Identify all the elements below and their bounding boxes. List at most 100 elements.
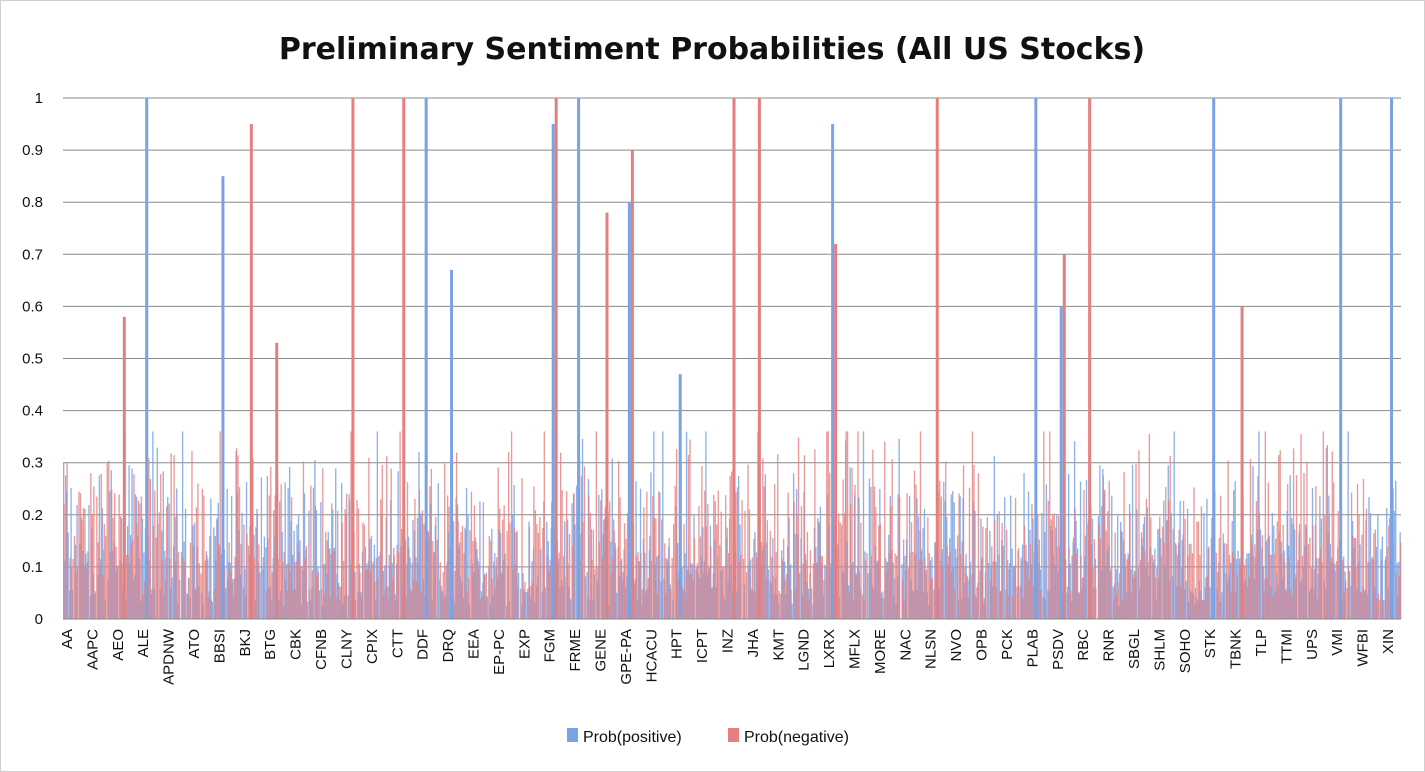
bar-negative [113,493,116,619]
bar-positive [987,562,990,619]
bar-negative [1127,557,1130,619]
bar-positive [892,562,894,619]
bar-negative [840,524,843,619]
bar-negative [380,499,382,619]
bar-negative [390,468,392,619]
bar-negative [687,455,690,619]
bar-negative [82,507,85,619]
bar-negative [742,559,745,619]
bar-negative [1190,543,1192,619]
bar-positive [1368,497,1370,619]
bar-negative [787,492,789,619]
bar-negative [622,571,624,619]
bar-negative [359,573,361,619]
x-tick-label: SHLM [1151,629,1168,671]
bar-negative [1144,551,1146,619]
bar-positive [263,536,266,619]
bar-negative [478,568,480,619]
bar-negative [604,507,606,619]
bar-negative-peak [351,98,355,619]
bar-negative [1243,565,1246,619]
bar-negative [1068,547,1070,619]
bar-negative [281,561,284,619]
bar-positive [437,483,439,619]
bar-positive-peak [577,98,581,619]
bar-negative [500,574,502,619]
bar-negative [152,525,154,619]
bar-negative [946,546,948,619]
bar-positive [870,486,872,619]
bar-negative [1066,586,1069,619]
bar-negative [1175,545,1177,619]
bar-negative [433,552,435,619]
bar-negative [447,495,449,619]
bar-positive [767,569,770,619]
bar-positive [656,556,658,619]
bar-negative [719,545,721,619]
bar-negative [283,552,285,619]
bar-negative [454,570,456,619]
bar-negative [784,579,786,619]
bar-negative [1090,544,1093,619]
bar-negative [151,589,153,619]
bar-negative [1120,530,1122,619]
bar-positive [98,475,101,619]
bar-negative [1202,599,1204,619]
bar-negative [1286,483,1289,619]
bar-negative [371,564,373,619]
bar-negative [116,565,119,619]
bar-negative [1309,537,1311,619]
bar-negative [1206,575,1209,619]
bar-negative [234,556,236,619]
bar-negative [1318,558,1320,619]
bar-positive-peak [221,176,225,619]
bar-negative [161,559,163,619]
bar-positive [1157,529,1159,619]
bar-negative [1291,595,1293,619]
bar-negative [1038,539,1041,619]
bar-negative [1371,556,1374,619]
bar-positive [1111,495,1113,619]
x-tick-label: HPT [669,629,686,659]
bar-positive [611,458,613,619]
bar-negative [111,489,113,619]
bar-negative [356,499,358,619]
bar-negative [765,578,767,619]
bar-negative [922,591,925,619]
bar-positive [128,465,130,619]
bar-negative [656,593,658,619]
bar-negative [837,513,840,619]
bar-positive [213,527,215,619]
bar-negative [915,484,917,619]
bar-negative [316,575,318,619]
bar-negative [586,597,589,619]
bar-negative [366,568,369,619]
bar-negative [479,599,482,619]
bar-negative [852,600,855,619]
bar-negative [800,506,803,619]
bar-positive [955,548,957,619]
bar-negative [1380,561,1382,619]
bar-positive-peak [450,269,454,619]
y-tick-label: 0.9 [22,142,43,159]
bar-negative [542,527,544,619]
bar-negative [872,449,874,619]
bar-negative [777,454,779,619]
bar-negative [1105,530,1107,619]
bar-negative [391,580,394,619]
bar-negative [640,552,642,619]
bar-negative [1047,500,1049,619]
bar-negative [1313,568,1316,619]
bar-negative [63,504,65,619]
bar-positive [1393,510,1395,619]
bar-negative [1288,556,1290,619]
bar-negative [76,567,79,619]
bar-negative [582,521,584,619]
x-tick-label: FRME [567,629,584,672]
bar-negative [1124,566,1127,619]
bar-negative [820,555,822,619]
bar-negative [194,587,196,619]
bar-positive [376,431,379,619]
x-tick-label: PLAB [1024,629,1041,667]
